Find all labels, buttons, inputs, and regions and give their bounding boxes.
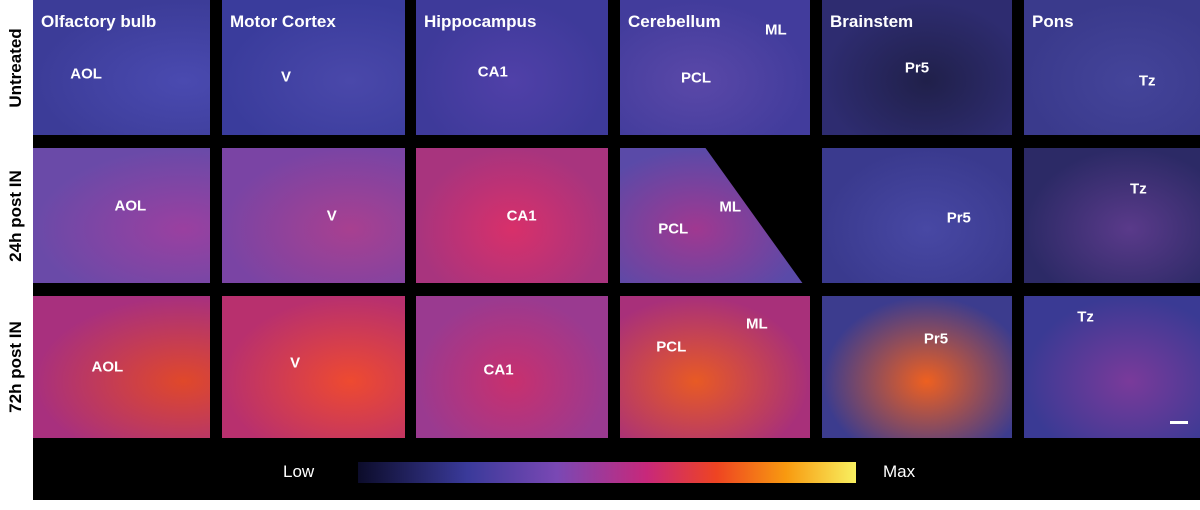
region-label: AOL bbox=[114, 197, 147, 215]
image-panel: Hippocampus CA1 bbox=[416, 0, 608, 135]
column-title: Pons bbox=[1032, 12, 1074, 31]
region-label: ML bbox=[719, 198, 742, 216]
image-panel: V bbox=[222, 296, 405, 438]
image-panel: Olfactory bulb AOL bbox=[33, 0, 210, 135]
masked-region bbox=[705, 148, 810, 283]
image-panel: Pr5 bbox=[822, 148, 1012, 283]
image-panel: Tz bbox=[1024, 148, 1200, 283]
colorbar-low: Low bbox=[283, 462, 315, 481]
region-label: V bbox=[290, 354, 301, 372]
colorbar-gradient bbox=[358, 462, 856, 483]
region-label: PCL bbox=[681, 69, 711, 87]
image-panel: Cerebellum ML PCL bbox=[620, 0, 810, 135]
colorbar-high: Max bbox=[883, 462, 916, 481]
region-label: ML bbox=[764, 21, 787, 39]
region-label: Pr5 bbox=[904, 59, 930, 76]
colorbar-strip: Low Max bbox=[33, 440, 1200, 500]
region-label: Tz bbox=[1138, 72, 1156, 90]
image-panel: CA1 bbox=[416, 148, 608, 283]
column-title: Hippocampus bbox=[424, 12, 537, 31]
image-panel: AOL bbox=[33, 148, 210, 283]
image-panel: Brainstem Pr5 bbox=[822, 0, 1012, 135]
image-panel: Motor Cortex V bbox=[222, 0, 405, 135]
image-panel: ML PCL bbox=[620, 148, 810, 283]
image-panel: Tz bbox=[1024, 296, 1200, 438]
region-label: PCL bbox=[656, 338, 687, 356]
column-title: Olfactory bulb bbox=[41, 12, 157, 31]
region-label: CA1 bbox=[477, 63, 508, 81]
column-title: Motor Cortex bbox=[230, 12, 336, 31]
row-label: Untreated bbox=[6, 27, 25, 108]
image-panel: V bbox=[222, 148, 405, 283]
region-label: CA1 bbox=[506, 207, 537, 224]
region-label: AOL bbox=[70, 65, 102, 83]
image-panel: Pons Tz bbox=[1024, 0, 1200, 135]
region-label: Tz bbox=[1130, 180, 1147, 197]
region-label: CA1 bbox=[483, 361, 514, 379]
region-label: ML bbox=[745, 315, 768, 333]
region-label: V bbox=[281, 68, 292, 86]
row-label: 72h post IN bbox=[6, 321, 25, 413]
image-panel: ML PCL bbox=[620, 296, 810, 438]
region-label: V bbox=[326, 207, 337, 224]
region-label: PCL bbox=[658, 220, 689, 238]
scale-bar bbox=[1170, 421, 1188, 424]
image-grid: Olfactory bulb AOL Motor Cortex V Hippocampu… bbox=[33, 0, 1200, 440]
column-title: Cerebellum bbox=[628, 12, 721, 31]
region-label: Pr5 bbox=[923, 330, 949, 348]
image-panel: AOL bbox=[33, 296, 210, 438]
region-label: AOL bbox=[91, 358, 124, 376]
region-label: Pr5 bbox=[946, 209, 971, 227]
image-panel: Pr5 bbox=[822, 296, 1012, 438]
image-panel: CA1 bbox=[416, 296, 608, 438]
column-title: Brainstem bbox=[830, 12, 914, 31]
region-label: Tz bbox=[1077, 308, 1094, 326]
row-label: 24h post IN bbox=[6, 169, 25, 262]
